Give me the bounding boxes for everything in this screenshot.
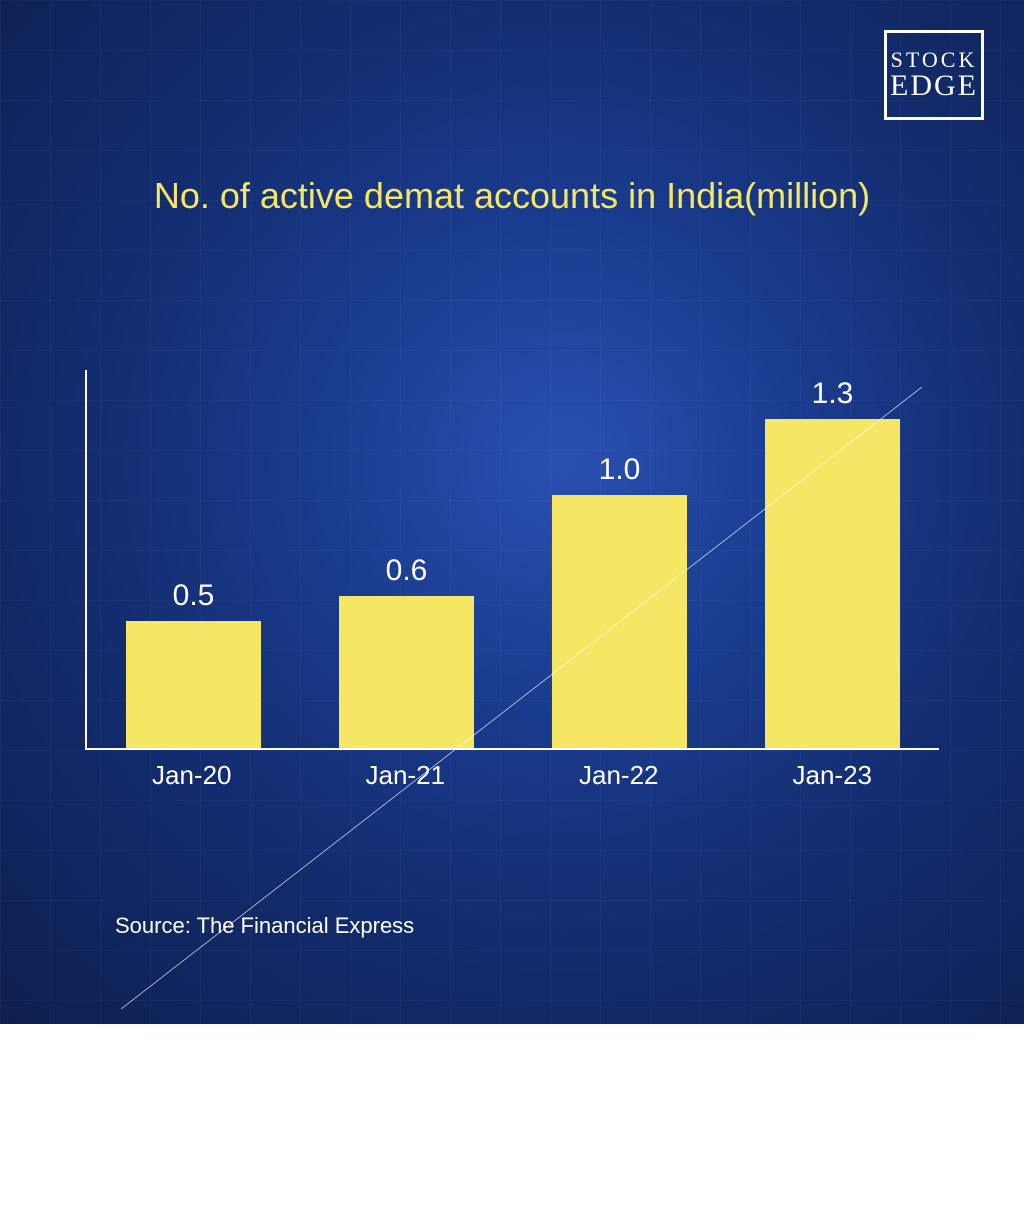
- bar-rect: [765, 419, 900, 748]
- bar-value-label: 1.0: [599, 453, 641, 487]
- bar-value-label: 0.5: [173, 579, 215, 613]
- bar-rect: [126, 621, 261, 748]
- bar-group: 1.3: [739, 377, 926, 748]
- bars-container: 0.5 0.6 1.0 1.3: [87, 370, 939, 748]
- chart-area: 0.5 0.6 1.0 1.3 Jan-20 Jan-21 Jan-22 Jan-23: [85, 370, 939, 800]
- infographic-canvas: STOCK EDGE No. of active demat accounts …: [0, 0, 1024, 1024]
- bar-group: 0.5: [100, 579, 287, 748]
- stockedge-logo: STOCK EDGE: [884, 30, 984, 120]
- chart-plot: 0.5 0.6 1.0 1.3: [85, 370, 939, 750]
- bar-value-label: 0.6: [386, 554, 428, 588]
- x-axis-label: Jan-22: [525, 760, 713, 791]
- logo-line2: EDGE: [890, 69, 978, 103]
- x-axis-label: Jan-23: [738, 760, 926, 791]
- x-axis-label: Jan-20: [98, 760, 286, 791]
- bar-group: 0.6: [313, 554, 500, 748]
- x-axis-label: Jan-21: [311, 760, 499, 791]
- bar-group: 1.0: [526, 453, 713, 748]
- chart-title: No. of active demat accounts in India(mi…: [0, 175, 1024, 217]
- source-text: Source: The Financial Express: [115, 913, 414, 939]
- x-axis-labels: Jan-20 Jan-21 Jan-22 Jan-23: [85, 750, 939, 800]
- bar-rect: [339, 596, 474, 748]
- bar-rect: [552, 495, 687, 748]
- bar-value-label: 1.3: [812, 377, 854, 411]
